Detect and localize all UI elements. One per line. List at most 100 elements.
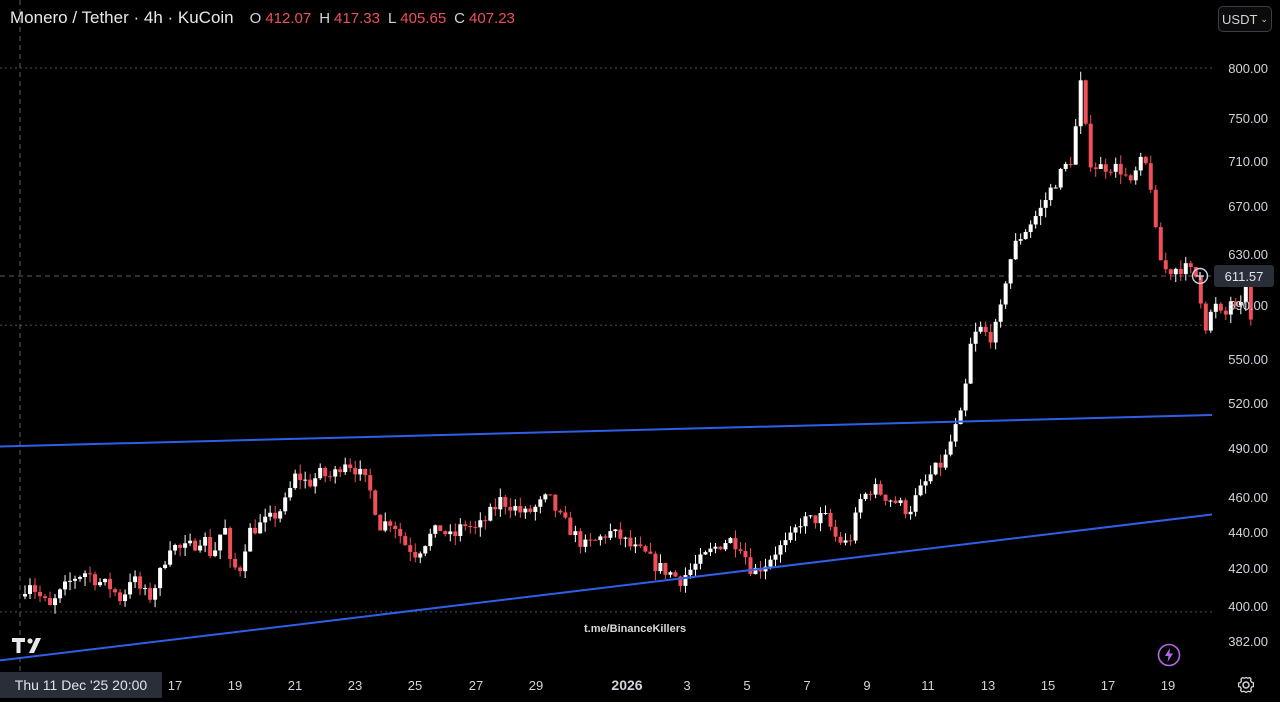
candle-body	[488, 506, 493, 521]
currency-button[interactable]: USDT ⌄	[1218, 6, 1272, 32]
crosshair-price-label: 611.57	[1214, 265, 1274, 287]
candle-body	[748, 557, 753, 575]
candle-body	[423, 546, 428, 554]
candle-body	[913, 495, 918, 512]
close-label: C	[454, 10, 466, 27]
candle-body	[1168, 269, 1173, 275]
candle-body	[1058, 168, 1063, 188]
candle-body	[358, 468, 363, 475]
candle-body	[183, 543, 188, 548]
candle-body	[1248, 285, 1253, 320]
candle-body	[783, 540, 788, 546]
candle-body	[773, 554, 778, 560]
candle-body	[1143, 156, 1148, 164]
low-value: 405.65	[400, 10, 447, 27]
candle-body	[738, 549, 743, 551]
candle-body	[888, 500, 893, 502]
candle-body	[143, 588, 148, 590]
x-tick-label: 11	[921, 678, 935, 693]
candle-body	[723, 543, 728, 550]
candle-body	[608, 531, 613, 538]
candle-body	[298, 473, 303, 481]
x-tick-label: 21	[288, 678, 302, 693]
candle-body	[368, 475, 373, 491]
candle-body	[1078, 80, 1083, 127]
candle-body	[1218, 303, 1223, 311]
candle-body	[643, 546, 648, 552]
candle-body	[1228, 301, 1233, 315]
candle-body	[478, 520, 483, 528]
candle-body	[213, 550, 218, 557]
tradingview-logo-icon[interactable]	[12, 636, 46, 656]
candle-body	[1113, 163, 1118, 172]
candle-body	[813, 515, 818, 524]
candle-body	[978, 326, 983, 332]
candle-body	[898, 500, 903, 504]
candle-body	[563, 512, 568, 518]
candles	[23, 71, 1253, 614]
candle-body	[343, 464, 348, 473]
y-tick-label: 590.00	[1228, 298, 1268, 313]
candle-body	[203, 536, 208, 546]
x-axis: 17 19 21 23 25 27 29 2026 3 5 7 9 11 13 15 17 19	[168, 677, 1175, 693]
candle-body	[648, 551, 653, 554]
candle-body	[418, 553, 423, 558]
x-tick-label: 2026	[611, 677, 642, 693]
gear-icon[interactable]	[1236, 675, 1256, 695]
candle-body	[303, 479, 308, 481]
candle-body	[123, 594, 128, 602]
candle-body	[118, 592, 123, 602]
candle-body	[853, 512, 858, 541]
candle-body	[43, 596, 48, 599]
symbol-title[interactable]: Monero / Tether · 4h · KuCoin	[10, 8, 234, 27]
candle-body	[248, 527, 253, 552]
candle-body	[743, 550, 748, 558]
candle-body	[403, 536, 408, 546]
candle-body	[998, 304, 1003, 322]
candle-body	[1133, 170, 1138, 181]
candle-body	[388, 521, 393, 526]
candle-body	[618, 529, 623, 539]
candle-body	[1158, 227, 1163, 261]
candle-body	[798, 526, 803, 528]
candle-body	[503, 497, 508, 507]
candle-body	[23, 594, 28, 597]
candle-body	[953, 424, 958, 442]
candle-body	[573, 531, 578, 536]
candle-body	[218, 534, 223, 551]
candle-body	[533, 506, 538, 512]
candle-body	[483, 520, 488, 522]
y-tick-label: 382.00	[1228, 634, 1268, 649]
candle-body	[988, 332, 993, 343]
candle-body	[838, 536, 843, 543]
candle-body	[1233, 301, 1238, 306]
candle-body	[793, 527, 798, 533]
candle-body	[1063, 163, 1068, 169]
candle-body	[63, 581, 68, 590]
candle-body	[1083, 80, 1088, 124]
plus-circle-icon[interactable]	[1189, 265, 1211, 287]
candle-body	[408, 545, 413, 552]
candle-body	[693, 563, 698, 570]
candle-body	[208, 536, 213, 557]
candle-body	[883, 494, 888, 501]
candle-body	[448, 531, 453, 535]
candle-body	[233, 558, 238, 568]
candle-body	[348, 464, 353, 469]
candle-body	[73, 578, 78, 581]
candle-body	[323, 467, 328, 477]
lightning-bolt-icon[interactable]	[1157, 643, 1181, 667]
candle-body	[378, 514, 383, 531]
y-tick-label: 800.00	[1228, 61, 1268, 76]
watermark: t.me/BinanceKillers	[584, 623, 687, 635]
y-tick-label: 460.00	[1228, 490, 1268, 505]
candle-body	[528, 508, 533, 512]
candle-body	[383, 521, 388, 531]
candle-body	[1038, 207, 1043, 217]
candle-body	[933, 462, 938, 475]
candle-body	[88, 573, 93, 575]
open-label: O	[249, 10, 262, 27]
x-tick-label: 17	[168, 678, 182, 693]
high-value: 417.33	[334, 10, 380, 27]
